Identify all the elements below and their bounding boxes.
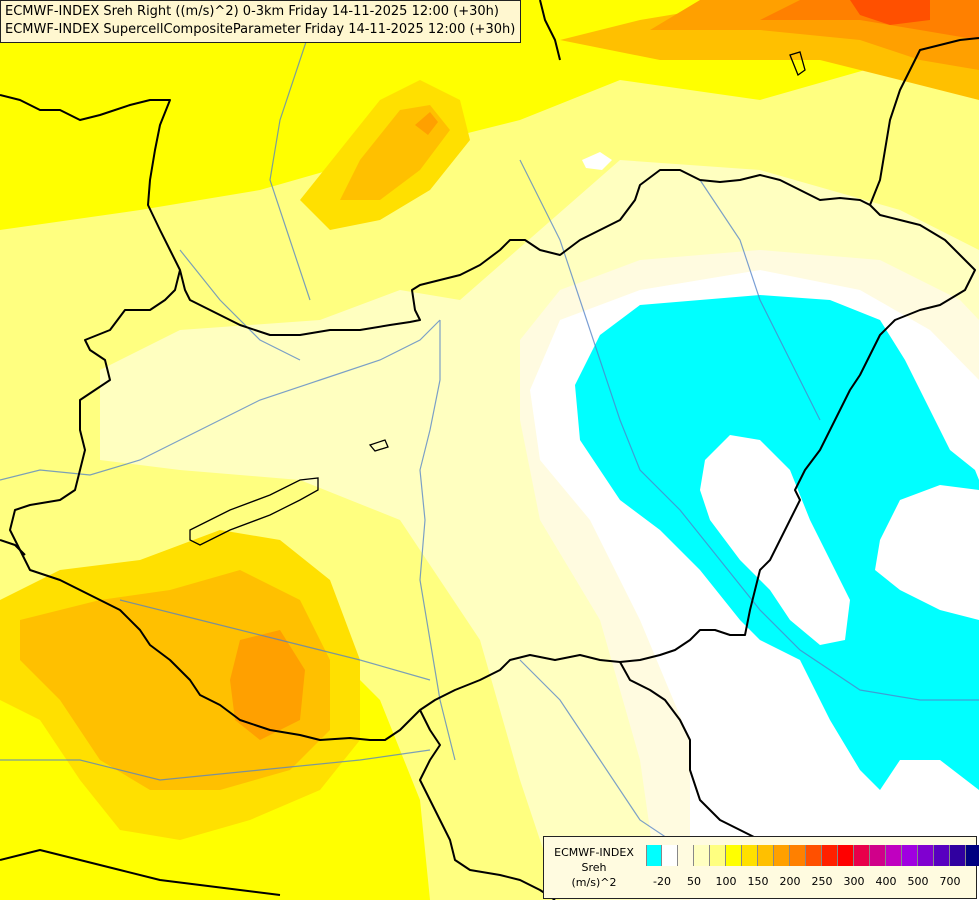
field-orange-center-north-3	[415, 112, 438, 135]
legend-swatch	[710, 845, 726, 866]
legend-tick-label: 400	[875, 875, 897, 888]
legend-tick-label: 150	[747, 875, 769, 888]
lake-north	[789, 51, 806, 77]
legend-swatch	[854, 845, 870, 866]
legend-tick-label: 300	[843, 875, 865, 888]
legend-swatch	[694, 845, 710, 866]
legend-tick-label: 200	[779, 875, 801, 888]
legend-ticks: -20 50 100 150 200 250 300 400 500 700	[646, 875, 974, 889]
legend-tick-label: -20	[653, 875, 671, 888]
field-orange-southwest-3	[230, 630, 305, 740]
legend-swatch	[646, 845, 662, 866]
map-title-box: ECMWF-INDEX Sreh Right ((m/s)^2) 0-3km F…	[0, 0, 522, 43]
legend-swatch	[870, 845, 886, 866]
field-white-hole	[700, 435, 850, 645]
legend-swatch	[758, 845, 774, 866]
legend-swatch	[886, 845, 902, 866]
legend-tick-label: 50	[687, 875, 701, 888]
legend-swatch	[918, 845, 934, 866]
field-orange-southwest-2	[20, 570, 330, 790]
legend-swatch	[950, 845, 966, 866]
legend-swatch	[726, 845, 742, 866]
legend-swatch	[902, 845, 918, 866]
field-red-north	[850, 0, 930, 25]
map-title-line2: ECMWF-INDEX SupercellCompositeParameter …	[5, 22, 516, 37]
legend-swatch	[678, 845, 694, 866]
legend-swatch	[774, 845, 790, 866]
legend-swatches	[646, 845, 979, 866]
legend-unit: (m/s)^2	[571, 876, 617, 889]
legend-swatch	[838, 845, 854, 866]
lake-small	[368, 439, 389, 452]
legend-tick-label: 250	[811, 875, 833, 888]
lakes	[189, 51, 806, 546]
legend-swatch	[806, 845, 822, 866]
legend-swatch	[790, 845, 806, 866]
color-legend: ECMWF-INDEX Sreh (m/s)^2 -20 50 100 150 200 2…	[543, 836, 979, 899]
legend-tick-label: 500	[907, 875, 929, 888]
lake-balaton	[189, 477, 319, 546]
legend-title-2: Sreh	[581, 861, 607, 874]
legend-swatch	[966, 845, 979, 866]
field-white-hole-2	[875, 485, 979, 620]
map-title-line1: ECMWF-INDEX Sreh Right ((m/s)^2) 0-3km F…	[5, 4, 499, 19]
rivers	[0, 0, 979, 881]
legend-tick-label: 700	[939, 875, 961, 888]
legend-tick-label: 100	[715, 875, 737, 888]
legend-swatch	[822, 845, 838, 866]
legend-swatch	[662, 845, 678, 866]
legend-title-1: ECMWF-INDEX	[554, 846, 634, 859]
legend-swatch	[742, 845, 758, 866]
field-white-top	[582, 152, 612, 170]
legend-swatch	[934, 845, 950, 866]
legend-label: ECMWF-INDEX Sreh (m/s)^2	[544, 845, 644, 890]
